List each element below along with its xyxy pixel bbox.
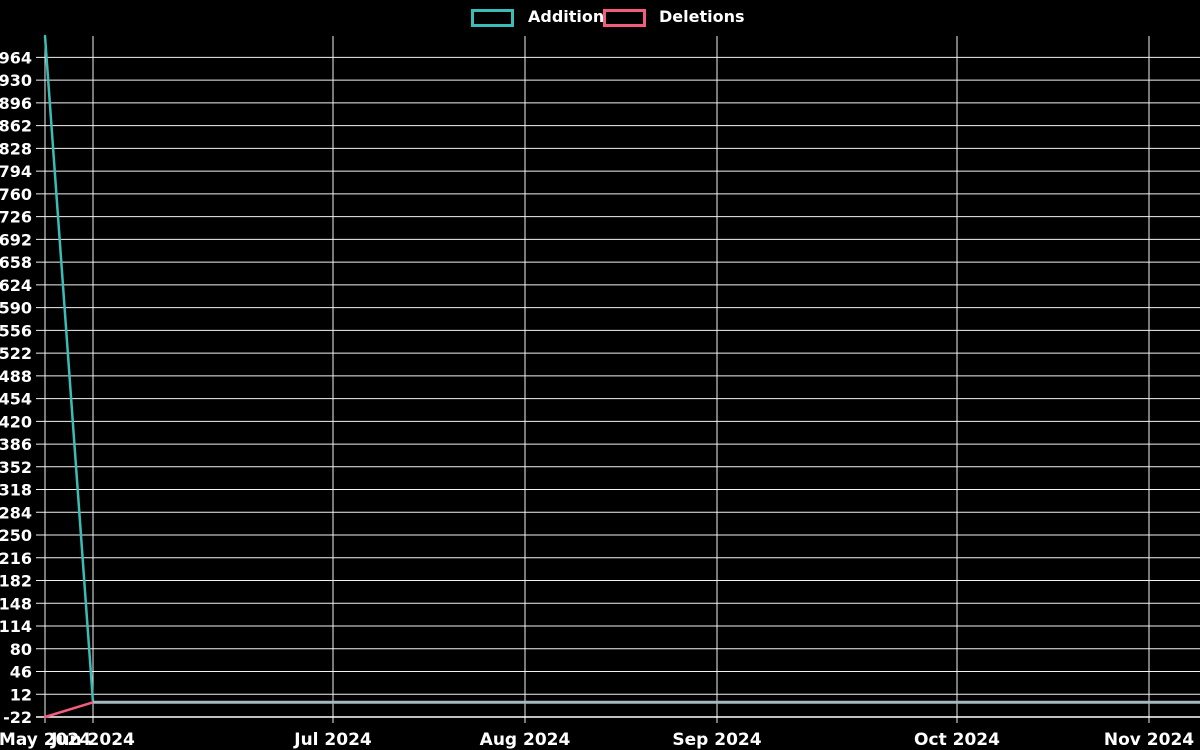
x-tick-label: Aug 2024 [480, 730, 571, 750]
y-tick-label: 692 [0, 230, 32, 249]
y-tick-label: 590 [0, 299, 32, 318]
chart-legend: Additions Deletions [0, 0, 1200, 34]
y-tick-label: 352 [0, 458, 32, 477]
y-tick-label: 556 [0, 321, 32, 340]
y-tick-label: 148 [0, 594, 32, 613]
legend-label-additions: Additions [528, 7, 614, 26]
y-tick-label: 250 [0, 526, 32, 545]
x-tick-label: Nov 2024 [1104, 730, 1194, 750]
y-tick-label: 114 [0, 617, 32, 636]
y-tick-label: 624 [0, 276, 32, 295]
y-tick-label: -22 [3, 708, 32, 727]
y-tick-label: 284 [0, 503, 32, 522]
x-tick-label: May 2024 [0, 730, 91, 750]
y-tick-label: 726 [0, 208, 32, 227]
y-tick-label: 216 [0, 549, 32, 568]
y-tick-label: 386 [0, 435, 32, 454]
series-line-additions [43, 34, 1199, 704]
y-tick-label: 930 [0, 71, 32, 90]
y-tick-label: 46 [10, 663, 32, 682]
legend-swatch-deletions [603, 9, 646, 27]
series-line-deletions [43, 701, 1199, 719]
y-tick-label: 794 [0, 162, 32, 181]
y-tick-label: 12 [10, 685, 32, 704]
y-tick-label: 522 [0, 344, 32, 363]
y-tick-label: 318 [0, 481, 32, 500]
y-tick-label: 420 [0, 412, 32, 431]
y-tick-label: 862 [0, 117, 32, 136]
legend-label-deletions: Deletions [659, 7, 745, 26]
y-tick-label: 488 [0, 367, 32, 386]
y-tick-label: 80 [10, 640, 32, 659]
y-tick-label: 658 [0, 253, 32, 272]
y-tick-label: 896 [0, 94, 32, 113]
y-tick-label: 182 [0, 572, 32, 591]
x-tick-label: Jul 2024 [293, 730, 372, 750]
y-tick-label: 828 [0, 139, 32, 158]
x-tick-label: Jun 2024 [50, 730, 135, 750]
x-tick-label: Oct 2024 [914, 730, 1000, 750]
y-tick-label: 454 [0, 390, 32, 409]
x-tick-label: Sep 2024 [672, 730, 761, 750]
y-tick-label: 760 [0, 185, 32, 204]
y-tick-label: 964 [0, 48, 32, 67]
legend-swatch-additions [471, 9, 514, 27]
